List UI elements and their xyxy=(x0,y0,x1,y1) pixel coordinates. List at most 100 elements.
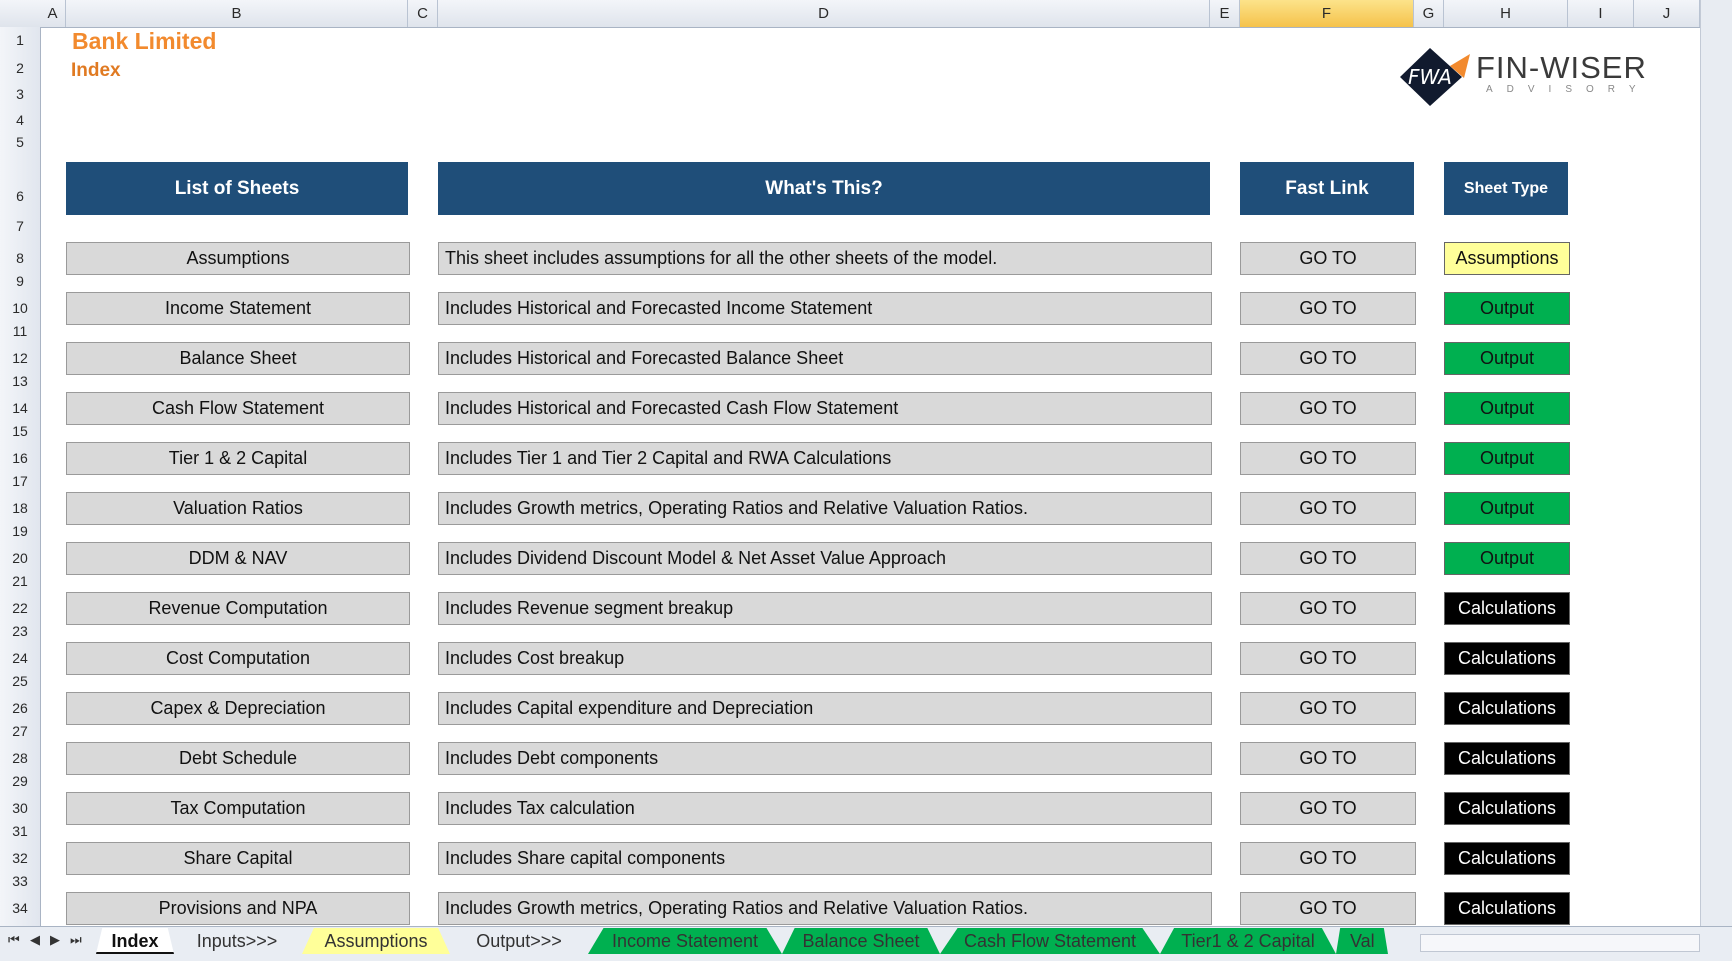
row-header-25[interactable]: 25 xyxy=(12,673,28,689)
row-header-11[interactable]: 11 xyxy=(12,323,28,339)
row-header-18[interactable]: 18 xyxy=(12,500,28,516)
row-header-22[interactable]: 22 xyxy=(12,600,28,616)
column-header-i[interactable]: I xyxy=(1568,0,1634,27)
sheet-type-badge: Output xyxy=(1444,292,1570,325)
sheet-description-cell: Includes Growth metrics, Operating Ratio… xyxy=(438,892,1212,925)
sheet-type-badge: Calculations xyxy=(1444,792,1570,825)
sheet-name-cell: Debt Schedule xyxy=(66,742,410,775)
sheet-name-cell: Cash Flow Statement xyxy=(66,392,410,425)
row-header-17[interactable]: 17 xyxy=(12,473,28,489)
horizontal-scrollbar[interactable] xyxy=(1420,934,1700,952)
prev-sheet-icon[interactable]: ◀ xyxy=(30,932,40,947)
row-header-31[interactable]: 31 xyxy=(12,823,28,839)
sheet-tab[interactable]: Cash Flow Statement xyxy=(940,928,1160,954)
vertical-scrollbar[interactable] xyxy=(1700,0,1732,926)
column-header-b[interactable]: B xyxy=(66,0,408,27)
sheet-description-cell: This sheet includes assumptions for all … xyxy=(438,242,1212,275)
sheet-type-badge: Output xyxy=(1444,542,1570,575)
row-header-3[interactable]: 3 xyxy=(16,86,24,102)
last-sheet-icon[interactable]: ⏭ xyxy=(70,932,82,947)
sheet-tab[interactable]: Output>>> xyxy=(450,928,588,954)
row-header-27[interactable]: 27 xyxy=(12,723,28,739)
row-header-4[interactable]: 4 xyxy=(16,112,24,128)
column-header-f[interactable]: F xyxy=(1240,0,1414,27)
sheet-name-cell: Cost Computation xyxy=(66,642,410,675)
row-header-30[interactable]: 30 xyxy=(12,800,28,816)
sheet-name-cell: Valuation Ratios xyxy=(66,492,410,525)
sheet-description-cell: Includes Debt components xyxy=(438,742,1212,775)
sheet-tab[interactable]: Inputs>>> xyxy=(174,928,300,954)
sheet-description-cell: Includes Dividend Discount Model & Net A… xyxy=(438,542,1212,575)
column-header-d[interactable]: D xyxy=(438,0,1210,27)
row-header-20[interactable]: 20 xyxy=(12,550,28,566)
row-header-24[interactable]: 24 xyxy=(12,650,28,666)
column-header-a[interactable]: A xyxy=(40,0,66,27)
row-header-19[interactable]: 19 xyxy=(12,523,28,539)
header-list-of-sheets: List of Sheets xyxy=(66,162,408,215)
sheet-tab[interactable]: Assumptions xyxy=(302,928,450,954)
go-to-link-button[interactable]: GO TO xyxy=(1240,392,1416,425)
go-to-link-button[interactable]: GO TO xyxy=(1240,742,1416,775)
row-header-10[interactable]: 10 xyxy=(12,300,28,316)
header-whats-this: What's This? xyxy=(438,162,1210,215)
row-header-33[interactable]: 33 xyxy=(12,873,28,889)
go-to-link-button[interactable]: GO TO xyxy=(1240,442,1416,475)
row-header-23[interactable]: 23 xyxy=(12,623,28,639)
go-to-link-button[interactable]: GO TO xyxy=(1240,642,1416,675)
column-header-h[interactable]: H xyxy=(1444,0,1568,27)
column-header-g[interactable]: G xyxy=(1414,0,1444,27)
svg-text:FWA: FWA xyxy=(1408,65,1452,89)
row-header-34[interactable]: 34 xyxy=(12,900,28,916)
sheet-tab[interactable]: Tier1 & 2 Capital xyxy=(1160,928,1336,954)
row-header-16[interactable]: 16 xyxy=(12,450,28,466)
column-header-e[interactable]: E xyxy=(1210,0,1240,27)
header-fast-link: Fast Link xyxy=(1240,162,1414,215)
sheet-type-badge: Calculations xyxy=(1444,592,1570,625)
sheet-tab[interactable]: Income Statement xyxy=(588,928,782,954)
go-to-link-button[interactable]: GO TO xyxy=(1240,492,1416,525)
row-header-7[interactable]: 7 xyxy=(16,218,24,234)
row-header-13[interactable]: 13 xyxy=(12,373,28,389)
sheet-description-cell: Includes Tier 1 and Tier 2 Capital and R… xyxy=(438,442,1212,475)
row-header-12[interactable]: 12 xyxy=(12,350,28,366)
row-header-8[interactable]: 8 xyxy=(16,250,24,266)
sheet-type-badge: Output xyxy=(1444,342,1570,375)
sheet-type-badge: Output xyxy=(1444,442,1570,475)
go-to-link-button[interactable]: GO TO xyxy=(1240,692,1416,725)
row-header-32[interactable]: 32 xyxy=(12,850,28,866)
go-to-link-button[interactable]: GO TO xyxy=(1240,542,1416,575)
sheet-type-badge: Output xyxy=(1444,392,1570,425)
row-header-26[interactable]: 26 xyxy=(12,700,28,716)
sheet-tab[interactable]: Balance Sheet xyxy=(782,928,940,954)
go-to-link-button[interactable]: GO TO xyxy=(1240,242,1416,275)
row-header-28[interactable]: 28 xyxy=(12,750,28,766)
row-header-5[interactable]: 5 xyxy=(16,134,24,150)
sheet-name-cell: Share Capital xyxy=(66,842,410,875)
row-header-2[interactable]: 2 xyxy=(16,60,24,76)
row-header-9[interactable]: 9 xyxy=(16,273,24,289)
go-to-link-button[interactable]: GO TO xyxy=(1240,342,1416,375)
row-header-21[interactable]: 21 xyxy=(12,573,28,589)
go-to-link-button[interactable]: GO TO xyxy=(1240,892,1416,925)
sheet-name-cell: Assumptions xyxy=(66,242,410,275)
next-sheet-icon[interactable]: ▶ xyxy=(50,932,60,947)
sheet-type-badge: Calculations xyxy=(1444,692,1570,725)
sheet-tab[interactable]: Index xyxy=(96,928,174,954)
column-header-c[interactable]: C xyxy=(408,0,438,27)
column-header-j[interactable]: J xyxy=(1634,0,1700,27)
go-to-link-button[interactable]: GO TO xyxy=(1240,592,1416,625)
go-to-link-button[interactable]: GO TO xyxy=(1240,842,1416,875)
page-title: Bank Limited xyxy=(72,28,217,54)
row-header-29[interactable]: 29 xyxy=(12,773,28,789)
row-header-14[interactable]: 14 xyxy=(12,400,28,416)
row-header-6[interactable]: 6 xyxy=(16,188,24,204)
row-header-1[interactable]: 1 xyxy=(16,32,24,48)
first-sheet-icon[interactable]: ⏮ xyxy=(8,932,20,947)
go-to-link-button[interactable]: GO TO xyxy=(1240,792,1416,825)
sheet-name-cell: Provisions and NPA xyxy=(66,892,410,925)
header-sheet-type: Sheet Type xyxy=(1444,162,1568,215)
go-to-link-button[interactable]: GO TO xyxy=(1240,292,1416,325)
sheet-type-badge: Calculations xyxy=(1444,742,1570,775)
sheet-tab[interactable]: Val xyxy=(1336,928,1388,954)
row-header-15[interactable]: 15 xyxy=(12,423,28,439)
